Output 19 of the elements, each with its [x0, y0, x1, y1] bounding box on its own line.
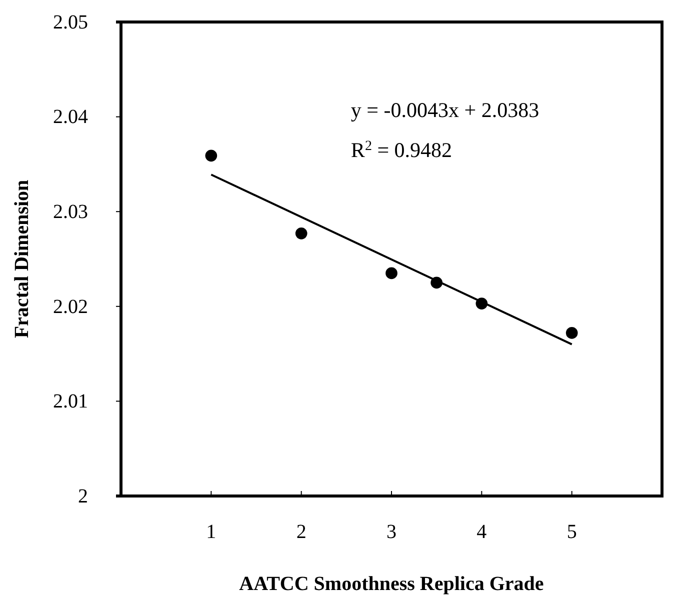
x-tick-label: 1 [206, 521, 216, 544]
x-tick-label: 5 [566, 521, 577, 544]
point [295, 228, 308, 240]
y-tick-label: 2.04 [53, 106, 88, 128]
y-tick-label: 2.03 [53, 201, 88, 223]
y-tick-label: 2 [78, 485, 88, 508]
y-tick-label: 2.05 [53, 11, 88, 34]
y-tick-label: 2.01 [53, 390, 88, 413]
x-tick-label: 4 [476, 521, 487, 544]
point [566, 327, 578, 339]
x-tick-label: 3 [386, 521, 396, 544]
x-tick-label: 2 [296, 521, 306, 544]
point [386, 267, 398, 280]
annotation: y = -0.0043x + 2.0383 [350, 98, 540, 122]
x-axis-title: AATCC Smoothness Replica Grade [239, 573, 544, 595]
y-axis-title: Fractal Dimension [11, 180, 33, 338]
point [205, 150, 218, 162]
annotation: R$^{2}$ = 0.9482 [350, 138, 452, 162]
y-tick-label: 2.02 [53, 296, 88, 318]
